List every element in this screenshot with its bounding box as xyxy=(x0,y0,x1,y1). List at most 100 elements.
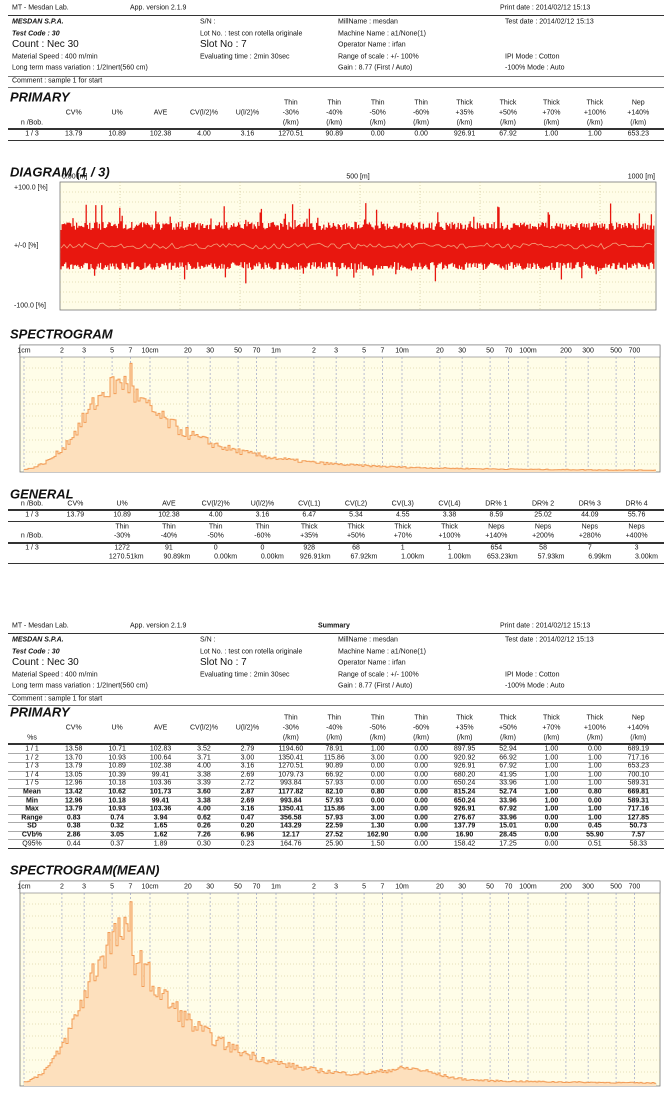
cell: 91 xyxy=(146,545,193,552)
cell: 66.92 xyxy=(486,754,529,761)
column-header: (/km) xyxy=(399,735,442,742)
info-field: Lot No. : test con rotella originale xyxy=(200,30,302,37)
cell: 1.89 xyxy=(139,840,182,847)
cell: 115.86 xyxy=(313,806,356,813)
cell: 717.16 xyxy=(617,754,660,761)
cell: 1177.82 xyxy=(269,789,312,796)
cell: 1.00 xyxy=(530,746,573,753)
cell: 44.09 xyxy=(566,512,613,519)
cell: 57.93 xyxy=(313,797,356,804)
cell: 58.33 xyxy=(617,840,660,847)
column-header: -40% xyxy=(313,725,356,732)
cell: 0.00 xyxy=(399,789,442,796)
rule xyxy=(8,128,664,130)
cell: 3.71 xyxy=(182,754,225,761)
cell: 1.00 xyxy=(530,806,573,813)
column-header: +50% xyxy=(333,533,380,540)
column-header: (/km) xyxy=(313,120,356,127)
scale-label: 10m xyxy=(395,348,409,355)
cell: 103.36 xyxy=(139,780,182,787)
cell: 0.00 xyxy=(356,797,399,804)
cell: 926.91 xyxy=(443,806,486,813)
cell: 3.00 xyxy=(356,754,399,761)
cell-km: 0.00km xyxy=(239,554,284,561)
column-header: CV(l/2)% xyxy=(182,110,225,117)
column-header: -50% xyxy=(192,533,239,540)
cell: 4.00 xyxy=(192,512,239,519)
scale-label: 7 xyxy=(381,348,385,355)
cell: 0.00 xyxy=(356,763,399,770)
cell: 1.00 xyxy=(573,771,616,778)
report: MT - Mesdan Lab.App. version 2.1.9Print … xyxy=(0,0,672,1093)
cell: 0.80 xyxy=(356,789,399,796)
column-header: +35% xyxy=(443,725,486,732)
scale-label: 50 xyxy=(486,884,494,891)
info-field: MESDAN S.P.A. xyxy=(12,19,64,26)
column-header: CV(L3) xyxy=(379,501,426,508)
cell: 4.00 xyxy=(182,806,225,813)
x-label: 500 [m] xyxy=(346,174,369,181)
rule xyxy=(8,76,664,77)
column-header: CV% xyxy=(52,725,95,732)
column-header: (/km) xyxy=(617,735,660,742)
cell: 0.74 xyxy=(95,814,138,821)
rule xyxy=(8,633,664,634)
info-field: Operator Name : irfan xyxy=(338,42,406,49)
cell: 55.76 xyxy=(613,512,660,519)
column-header: Thick xyxy=(530,715,573,722)
cell: 0.38 xyxy=(52,823,95,830)
column-header: Thick xyxy=(443,715,486,722)
cell: 0.44 xyxy=(52,840,95,847)
info-field: Material Speed : 400 m/min xyxy=(12,671,98,678)
column-header: (/km) xyxy=(356,735,399,742)
cell: 1079.73 xyxy=(269,771,312,778)
cell: 669.81 xyxy=(617,789,660,796)
cell: 33.96 xyxy=(486,797,529,804)
column-header: Thick xyxy=(286,524,333,531)
cell: 928 xyxy=(286,545,333,552)
cell: 1.00 xyxy=(573,814,616,821)
report-title: Summary xyxy=(318,623,350,630)
column-header: +50% xyxy=(486,725,529,732)
cell: 7 xyxy=(566,545,613,552)
cell: 162.90 xyxy=(356,832,399,839)
comment: Comment : sample 1 for start xyxy=(12,78,102,85)
cell: 52.74 xyxy=(486,789,529,796)
cell: 2.69 xyxy=(226,797,269,804)
rule xyxy=(8,542,664,544)
cell: 0.00 xyxy=(399,806,442,813)
comment: Comment : sample 1 for start xyxy=(12,696,102,703)
scale-label: 50 xyxy=(234,348,242,355)
cell: 3.38 xyxy=(426,512,473,519)
cell-km: 653.23km xyxy=(473,554,518,561)
cell: 5.34 xyxy=(333,512,380,519)
cell: 99.41 xyxy=(139,797,182,804)
column-header: U(l/2)% xyxy=(226,725,269,732)
cell: 13.79 xyxy=(52,512,99,519)
cell: 164.76 xyxy=(269,840,312,847)
column-header: CV% xyxy=(52,501,99,508)
row-label: Max xyxy=(14,806,50,813)
info-field: S/N : xyxy=(200,19,216,26)
info-field: IPI Mode : Cotton xyxy=(505,53,559,60)
column-header: +35% xyxy=(286,533,333,540)
column-header: +140% xyxy=(617,725,660,732)
cell: 0.00 xyxy=(530,814,573,821)
cell: 1 xyxy=(379,545,426,552)
cell: 0.00 xyxy=(530,840,573,847)
cell: 13.42 xyxy=(52,789,95,796)
cell: 58 xyxy=(520,545,567,552)
cell: 12.96 xyxy=(52,780,95,787)
column-header: +200% xyxy=(520,533,567,540)
column-header: AVE xyxy=(139,110,182,117)
cell: 276.67 xyxy=(443,814,486,821)
cell: 815.24 xyxy=(443,789,486,796)
column-header: Thick xyxy=(573,715,616,722)
cell: 3.60 xyxy=(182,789,225,796)
cell: 1.00 xyxy=(573,754,616,761)
cell: 115.86 xyxy=(313,754,356,761)
info-field: Operator Name : irfan xyxy=(338,660,406,667)
column-header: +50% xyxy=(486,110,529,117)
row-label: Min xyxy=(14,797,50,804)
scale-label: 2 xyxy=(60,884,64,891)
